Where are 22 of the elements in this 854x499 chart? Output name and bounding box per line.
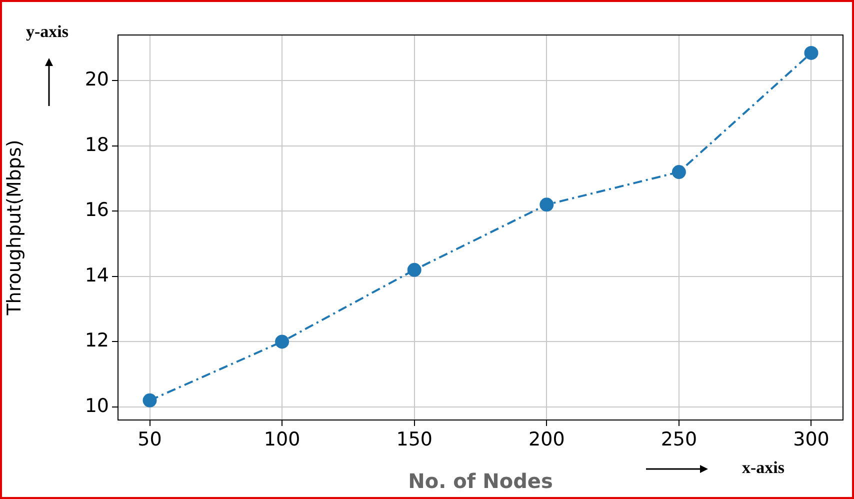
point bbox=[804, 46, 818, 60]
point bbox=[142, 393, 157, 408]
y-tick-label: 18 bbox=[84, 134, 109, 156]
y-tick-label: 16 bbox=[84, 199, 109, 222]
point bbox=[672, 165, 686, 180]
x-tick-label: 150 bbox=[396, 428, 432, 450]
x-axis-title: No. of Nodes bbox=[408, 469, 553, 494]
x-tick-label: 100 bbox=[264, 428, 300, 450]
y-axis-title: Throughput(Mbps) bbox=[3, 140, 26, 316]
point bbox=[540, 198, 554, 212]
x-tick-label: 300 bbox=[793, 428, 830, 450]
x-tick-label: 200 bbox=[528, 428, 565, 450]
y-tick-label: 14 bbox=[84, 264, 109, 286]
text: x-axis bbox=[742, 458, 784, 478]
text: y-axis bbox=[26, 22, 68, 42]
x-tick-label: 50 bbox=[138, 428, 162, 450]
y-tick-label: 20 bbox=[84, 68, 109, 91]
x-tick-label: 250 bbox=[660, 428, 698, 450]
point bbox=[407, 262, 422, 277]
y-tick-label: 12 bbox=[84, 330, 109, 352]
point bbox=[275, 334, 290, 349]
y-tick-label: 10 bbox=[84, 394, 109, 417]
